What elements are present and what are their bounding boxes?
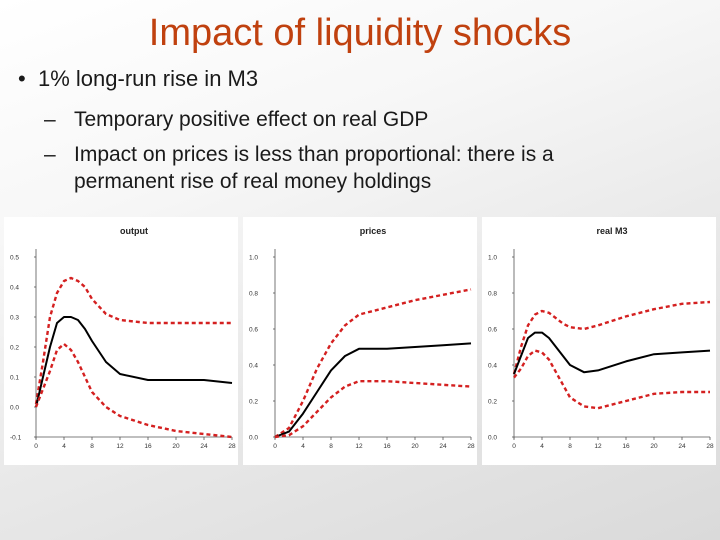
bullet-icon: • — [18, 66, 26, 91]
y-tick-label: 0.8 — [488, 291, 497, 298]
y-tick-label: 1.0 — [249, 255, 258, 262]
x-tick-label: 4 — [62, 443, 66, 450]
x-tick-label: 8 — [329, 443, 333, 450]
series-line-median-output — [35, 316, 233, 408]
y-tick-label: 0.0 — [488, 435, 497, 442]
x-tick-label: 0 — [512, 443, 516, 450]
chart-output: output -0.1 0.0 0.1 0.2 0.3 0.4 0.5 0 4 8 12 16 20 24 2… — [10, 226, 236, 450]
sub-bullet-text: Temporary positive effect on real GDP — [74, 108, 429, 131]
chart-title: output — [120, 226, 148, 236]
y-tick-label: -0.1 — [10, 435, 22, 442]
y-tick-label: 0.1 — [10, 375, 19, 382]
series-line-median-real-m3 — [513, 331, 711, 375]
y-tick-label: 0.4 — [488, 363, 497, 370]
x-tick-label: 20 — [650, 443, 658, 450]
x-tick-label: 12 — [116, 443, 124, 450]
y-tick-label: 0.8 — [249, 291, 258, 298]
x-tick-label: 0 — [273, 443, 277, 450]
x-tick-label: 20 — [411, 443, 419, 450]
sub-bullet-gdp: – Temporary positive effect on real GDP — [44, 106, 428, 133]
y-tick-label: 0.6 — [249, 327, 258, 334]
x-tick-label: 12 — [594, 443, 602, 450]
y-tick-label: 0.2 — [488, 399, 497, 406]
x-tick-label: 8 — [568, 443, 572, 450]
series-line-lower-real-m3 — [513, 349, 710, 410]
x-tick-label: 12 — [355, 443, 363, 450]
chart-title: prices — [360, 226, 387, 236]
x-tick-label: 8 — [90, 443, 94, 450]
y-tick-label: 0.5 — [10, 255, 19, 262]
sub-bullet-prices: – Impact on prices is less than proportio… — [44, 141, 554, 195]
x-tick-label: 28 — [228, 443, 236, 450]
x-tick-label: 24 — [439, 443, 447, 450]
chart-real-m3: real M3 0.0 0.2 0.4 0.6 0.8 1.0 0 4 8 12 16 20 24 28 — [488, 226, 714, 450]
y-tick-label: 0.0 — [249, 435, 258, 442]
series-line-lower-output — [34, 342, 233, 439]
x-tick-label: 16 — [383, 443, 391, 450]
y-tick-label: 1.0 — [488, 255, 497, 262]
x-tick-label: 24 — [200, 443, 208, 450]
chart-panel-real-m3: real M3 0.0 0.2 0.4 0.6 0.8 1.0 0 4 8 12 16 20 24 28 — [482, 217, 716, 465]
slide-title: Impact of liquidity shocks — [148, 12, 572, 54]
y-tick-label: 0.3 — [10, 315, 19, 322]
x-tick-label: 16 — [622, 443, 630, 450]
x-tick-label: 24 — [678, 443, 686, 450]
chart-prices: prices 0.0 0.2 0.4 0.6 0.8 1.0 0 4 8 12 16 20 24 28 — [249, 226, 475, 450]
dash-icon: – — [44, 108, 56, 131]
y-tick-label: 0.4 — [249, 363, 258, 370]
y-tick-label: 0.4 — [10, 285, 19, 292]
x-tick-label: 28 — [467, 443, 475, 450]
y-tick-label: 0.6 — [488, 327, 497, 334]
series-line-median-prices — [274, 342, 472, 438]
sub-bullet-text: Impact on prices is less than proportion… — [74, 143, 554, 166]
chart-title: real M3 — [596, 226, 627, 236]
sub-bullet-text-continued: permanent rise of real money holdings — [74, 170, 432, 193]
x-tick-label: 20 — [172, 443, 180, 450]
y-tick-label: 0.0 — [10, 405, 19, 412]
x-tick-label: 16 — [144, 443, 152, 450]
y-tick-label: 0.2 — [249, 399, 258, 406]
x-tick-label: 0 — [34, 443, 38, 450]
x-tick-label: 4 — [301, 443, 305, 450]
x-tick-label: 28 — [706, 443, 714, 450]
series-line-upper-prices — [274, 288, 472, 439]
x-tick-label: 4 — [540, 443, 544, 450]
bullet-text: 1% long-run rise in M3 — [38, 66, 259, 91]
y-tick-label: 0.2 — [10, 345, 19, 352]
dash-icon: – — [44, 143, 56, 166]
series-line-lower-prices — [274, 380, 472, 439]
bullet-item: • 1% long-run rise in M3 — [18, 66, 258, 92]
chart-panel-output: output -0.1 0.0 0.1 0.2 0.3 0.4 0.5 0 4 8 12 16 20 24 2… — [4, 217, 238, 465]
series-line-upper-output — [34, 276, 232, 405]
chart-panel-prices: prices 0.0 0.2 0.4 0.6 0.8 1.0 0 4 8 12 16 20 24 28 — [243, 217, 477, 465]
series-line-upper-real-m3 — [512, 300, 711, 375]
